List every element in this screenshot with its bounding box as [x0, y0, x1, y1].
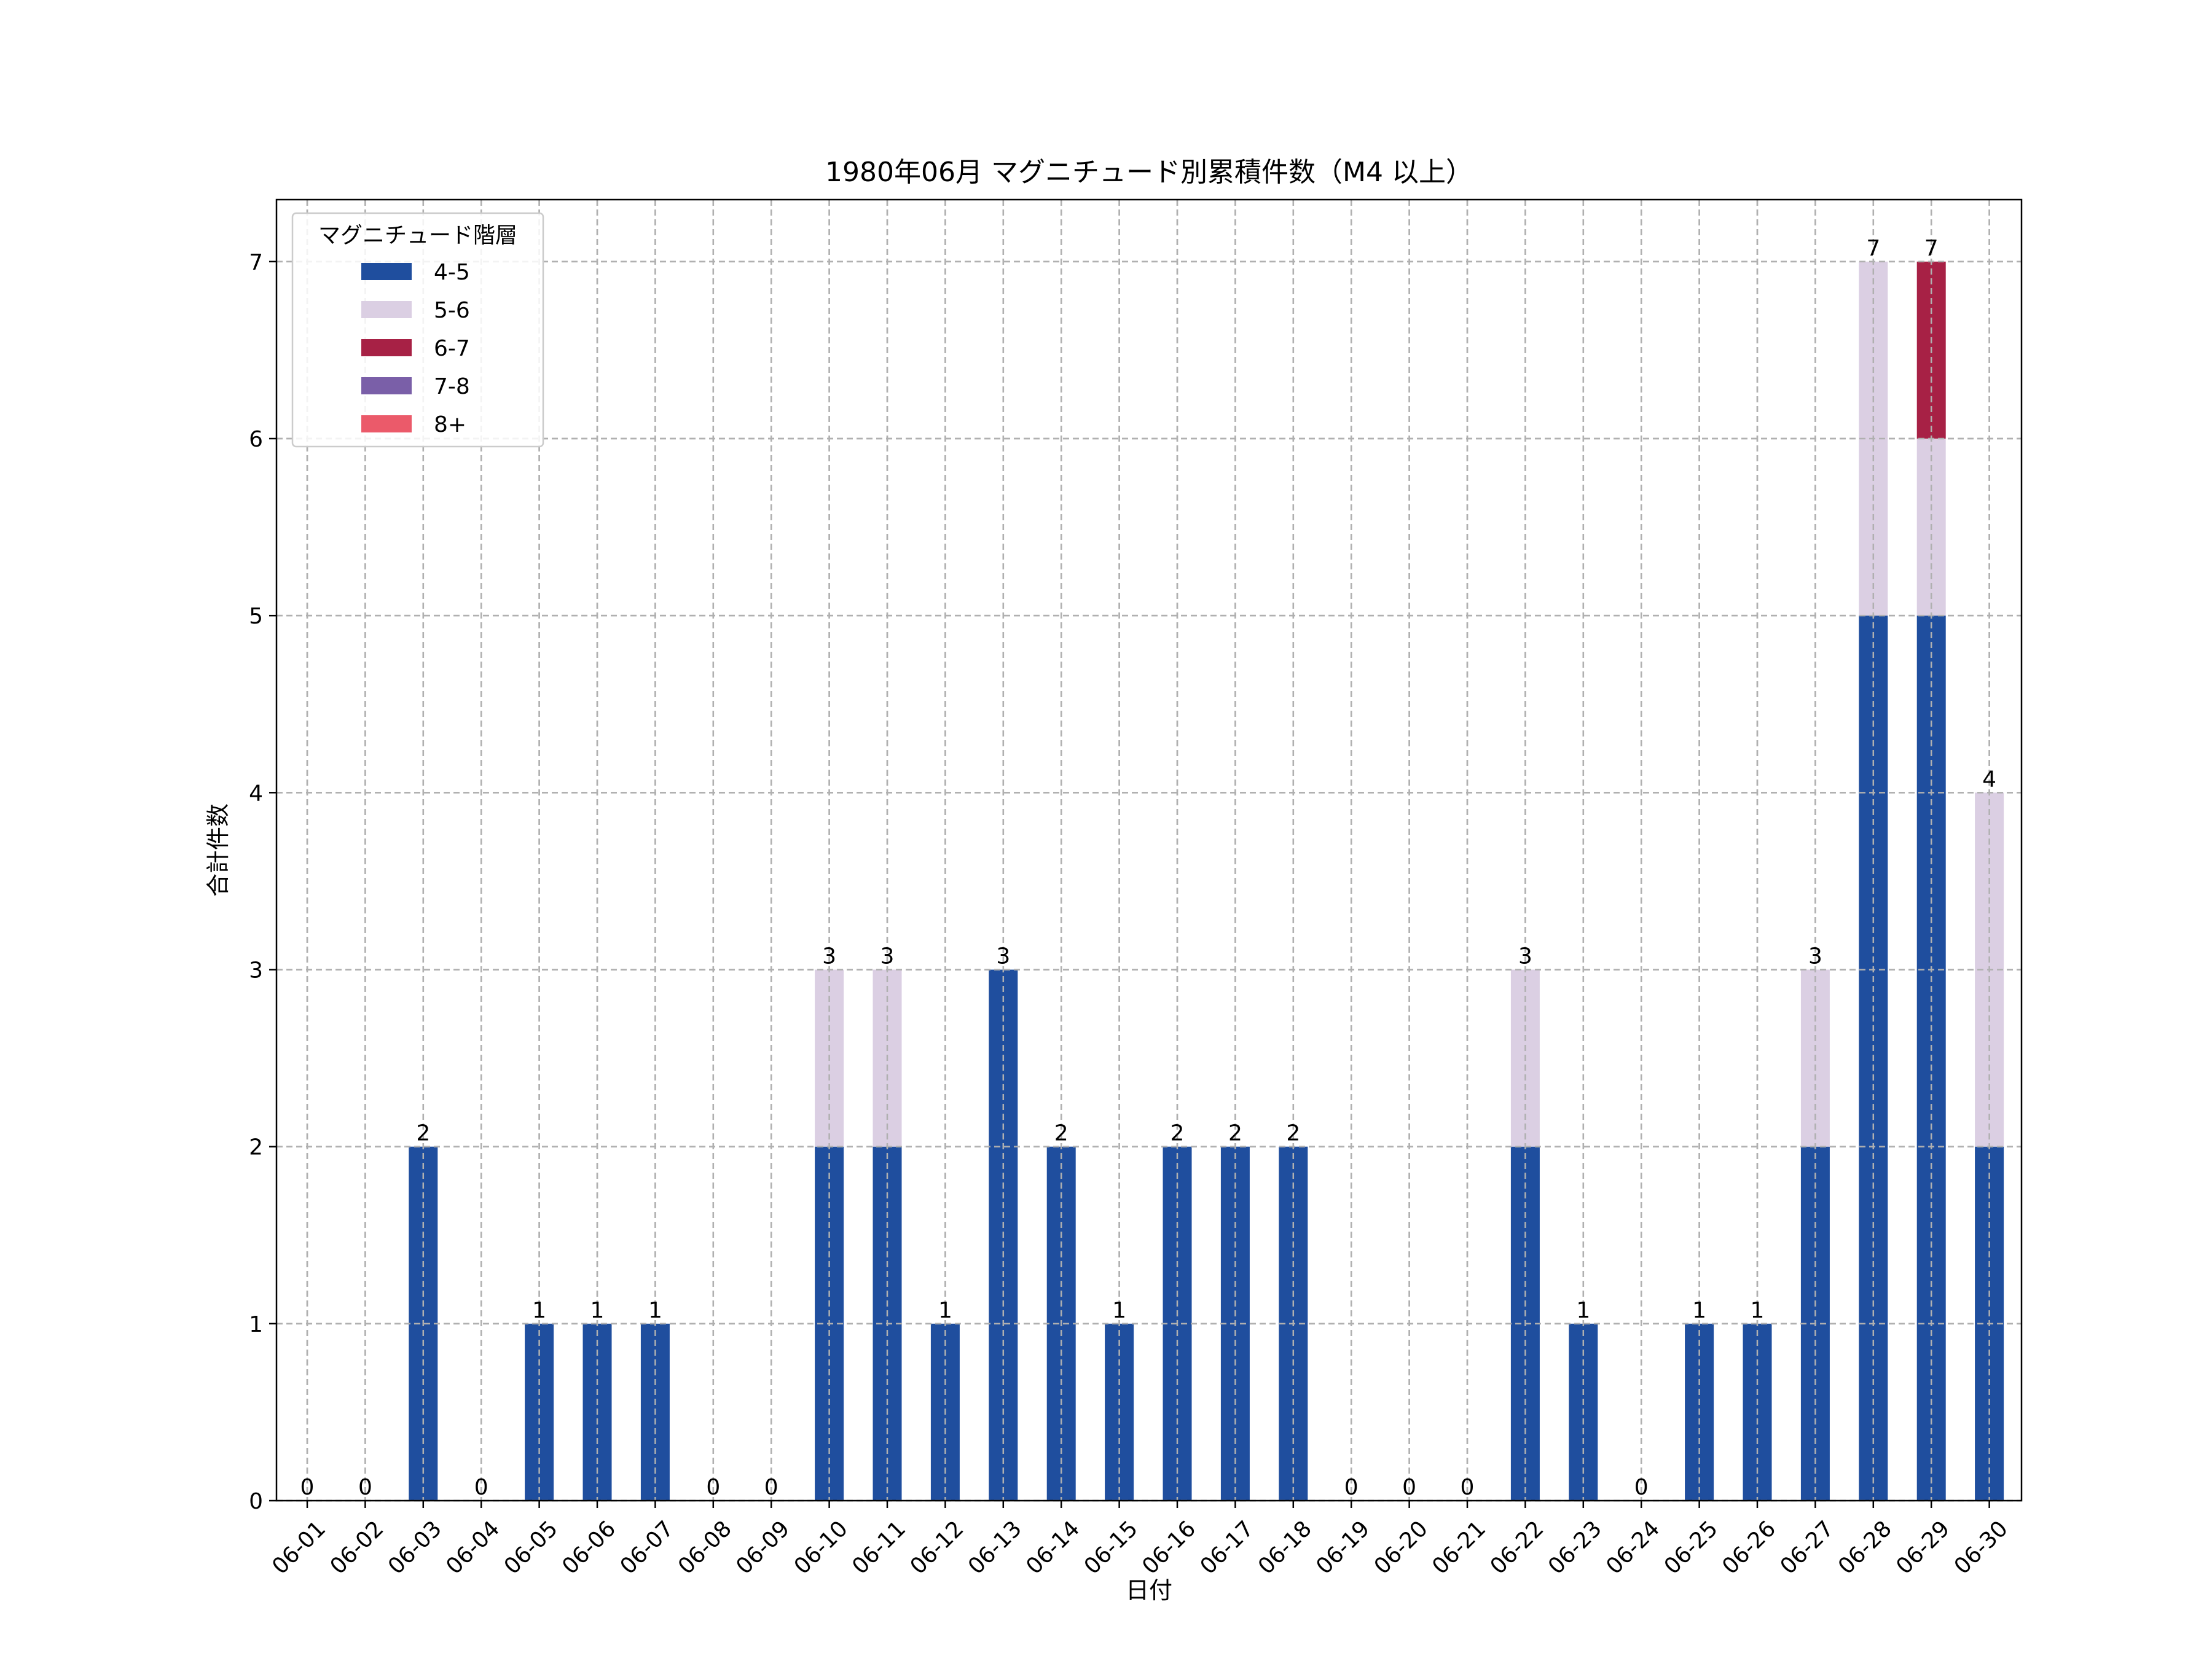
bar-value-label: 1	[648, 1298, 662, 1323]
legend-swatch	[361, 339, 412, 356]
plot-frame	[275, 198, 2023, 1502]
y-tick-label: 0	[249, 1489, 263, 1514]
legend-title: マグニチュード階層	[318, 223, 517, 248]
chart-title: 1980年06月 マグニチュード別累積件数（M4 以上）	[825, 157, 1473, 188]
legend-swatch	[361, 301, 412, 318]
legend-swatch	[361, 263, 412, 280]
y-tick-label: 4	[249, 781, 263, 806]
bar-value-label: 0	[764, 1475, 779, 1500]
y-axis-label: 合計件数	[205, 803, 232, 897]
bar-value-label: 1	[590, 1298, 605, 1323]
bar-value-label: 0	[1402, 1475, 1416, 1500]
legend-label: 5-6	[434, 298, 470, 323]
bar-value-label: 1	[1692, 1298, 1706, 1323]
legend-box	[291, 212, 544, 448]
bar-value-label: 2	[1054, 1121, 1069, 1146]
y-tick-label: 1	[249, 1312, 263, 1337]
x-axis-label: 日付	[1126, 1577, 1172, 1604]
legend-swatch	[361, 415, 412, 432]
bar-value-label: 1	[1751, 1298, 1765, 1323]
bar-value-label: 7	[1924, 236, 1939, 261]
y-axis: 0 1 2 3 4 5 6 7	[249, 250, 276, 1514]
legend-items: 4-5 5-6 6-7 7-8 8+	[361, 260, 470, 437]
bar-value-label: 0	[300, 1475, 315, 1500]
bar-value-label: 1	[938, 1298, 952, 1323]
legend-label: 4-5	[434, 260, 470, 285]
bar-value-label: 2	[416, 1121, 430, 1146]
bar-value-labels: 0 0 2 0 1 1 1 0 0 3 3 1 3 2 1 2 2 2 0 0 0 3 1 0 1 1 3 7 7 4	[300, 236, 1997, 1500]
bar-value-label: 2	[1171, 1121, 1185, 1146]
y-tick-label: 6	[249, 427, 263, 452]
bar-value-label: 4	[1982, 767, 1996, 792]
bar-value-label: 1	[532, 1298, 546, 1323]
legend-label: 7-8	[434, 374, 470, 399]
bar-value-label: 3	[996, 944, 1010, 969]
bar-value-label: 7	[1866, 236, 1880, 261]
bar-value-label: 0	[358, 1475, 372, 1500]
bar-value-label: 0	[1634, 1475, 1649, 1500]
bar-value-label: 1	[1112, 1298, 1126, 1323]
y-tick-label: 2	[249, 1135, 263, 1160]
bar-value-label: 0	[474, 1475, 488, 1500]
y-tick-label: 5	[249, 604, 263, 629]
legend-label: 6-7	[434, 336, 470, 361]
legend: マグニチュード階層 4-5 5-6 6-7 7-8 8+	[291, 212, 544, 448]
y-tick-label: 7	[249, 250, 263, 275]
bar-value-label: 0	[706, 1475, 720, 1500]
bar-value-label: 3	[822, 944, 836, 969]
bar-value-label: 2	[1228, 1121, 1242, 1146]
bar-value-label: 0	[1344, 1475, 1359, 1500]
legend-swatch	[361, 377, 412, 394]
bar-value-label: 1	[1576, 1298, 1590, 1323]
bar-value-label: 0	[1461, 1475, 1475, 1500]
bar-value-label: 3	[1518, 944, 1532, 969]
bar-value-label: 3	[1808, 944, 1822, 969]
bar-value-label: 3	[880, 944, 895, 969]
y-tick-label: 3	[249, 958, 263, 983]
bar-value-label: 2	[1286, 1121, 1300, 1146]
bars-group	[276, 200, 2022, 1502]
legend-label: 8+	[434, 412, 466, 437]
